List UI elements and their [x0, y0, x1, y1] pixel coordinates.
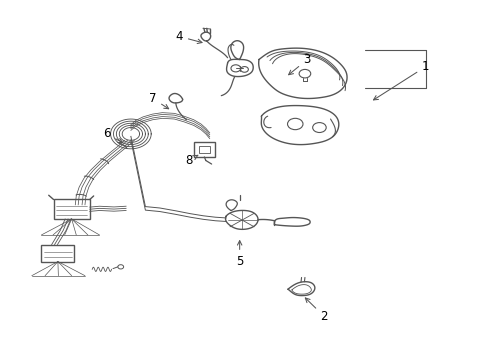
Text: 8: 8 [185, 154, 198, 167]
Text: 5: 5 [236, 240, 243, 268]
Bar [53, 199, 90, 219]
Text: 3: 3 [288, 53, 310, 75]
Text: 4: 4 [175, 30, 202, 44]
Text: 1: 1 [373, 60, 428, 100]
Bar [199, 145, 209, 153]
Bar [41, 244, 74, 261]
Text: 7: 7 [148, 92, 168, 109]
Text: 6: 6 [103, 127, 122, 143]
Bar [194, 142, 214, 157]
Text: 2: 2 [305, 298, 327, 323]
